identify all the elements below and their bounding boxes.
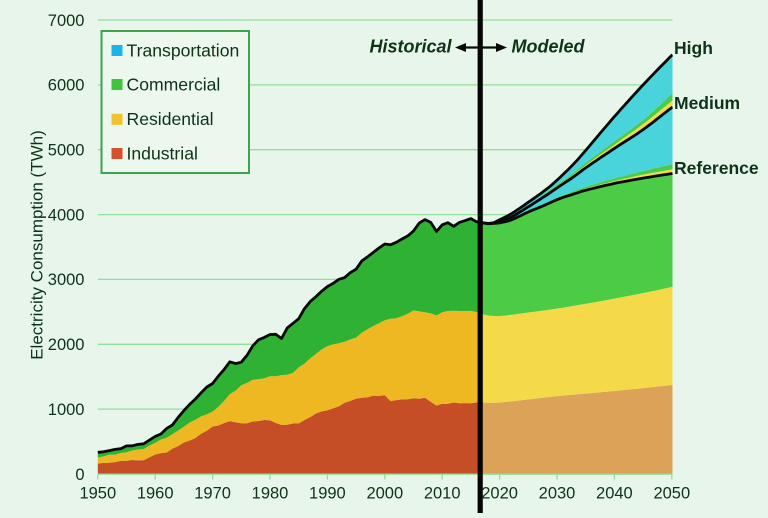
- svg-text:3000: 3000: [48, 271, 85, 289]
- svg-text:1000: 1000: [48, 401, 85, 419]
- svg-text:Historical: Historical: [369, 37, 452, 57]
- svg-text:Electricity Consumption (TWh): Electricity Consumption (TWh): [28, 130, 47, 360]
- svg-text:2000: 2000: [366, 485, 403, 503]
- svg-text:2040: 2040: [596, 485, 633, 503]
- svg-text:2000: 2000: [48, 336, 85, 354]
- svg-text:1990: 1990: [309, 485, 346, 503]
- svg-text:Residential: Residential: [127, 109, 214, 129]
- svg-text:Transportation: Transportation: [127, 40, 240, 60]
- svg-text:Industrial: Industrial: [127, 143, 198, 163]
- svg-text:1970: 1970: [194, 485, 231, 503]
- svg-text:1950: 1950: [79, 485, 116, 503]
- svg-text:Commercial: Commercial: [127, 74, 221, 94]
- svg-text:0: 0: [75, 466, 84, 484]
- svg-text:High: High: [674, 38, 713, 58]
- svg-text:7000: 7000: [48, 12, 85, 30]
- svg-text:Reference: Reference: [674, 158, 759, 178]
- svg-text:Medium: Medium: [674, 93, 740, 113]
- svg-text:2050: 2050: [653, 485, 690, 503]
- svg-text:4000: 4000: [48, 206, 85, 224]
- svg-text:5000: 5000: [48, 142, 85, 160]
- svg-text:2010: 2010: [424, 485, 461, 503]
- svg-text:1980: 1980: [252, 485, 289, 503]
- svg-text:2020: 2020: [481, 485, 518, 503]
- svg-text:1960: 1960: [137, 485, 174, 503]
- svg-text:2030: 2030: [539, 485, 576, 503]
- svg-text:6000: 6000: [48, 77, 85, 95]
- svg-text:Modeled: Modeled: [512, 37, 586, 57]
